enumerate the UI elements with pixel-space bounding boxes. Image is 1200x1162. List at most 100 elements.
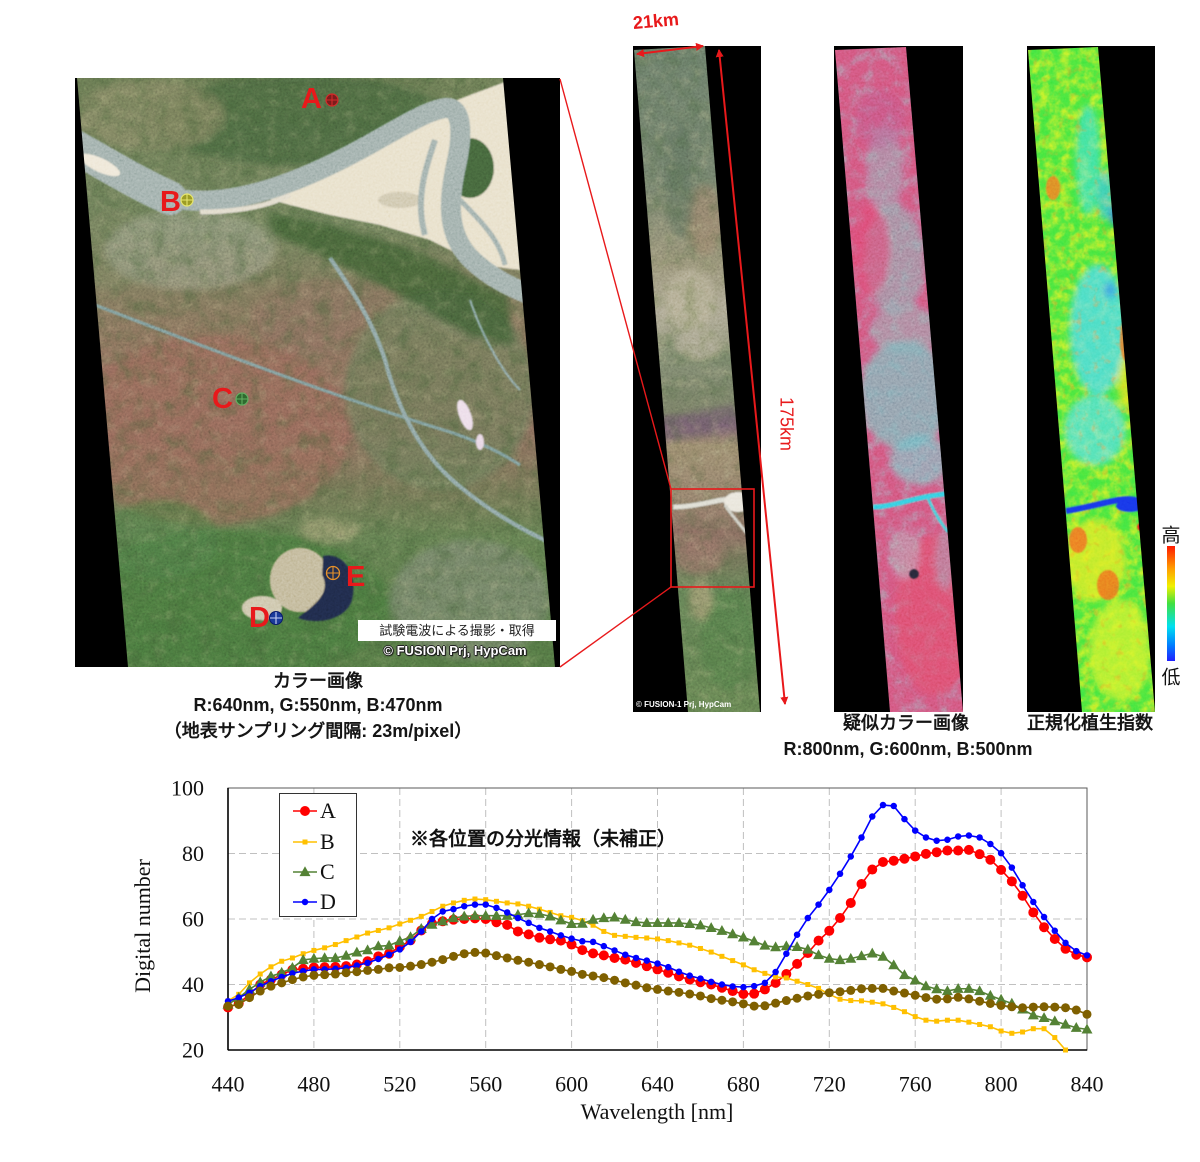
data-marker xyxy=(1063,1047,1069,1053)
data-marker xyxy=(879,801,887,809)
data-marker xyxy=(599,973,609,983)
data-marker xyxy=(922,834,930,841)
data-marker xyxy=(438,955,448,965)
data-marker xyxy=(223,1001,233,1011)
data-marker xyxy=(898,969,910,980)
data-marker xyxy=(1049,933,1060,944)
legend-item-b: B xyxy=(292,829,335,855)
data-marker xyxy=(383,939,395,950)
data-marker xyxy=(566,939,577,950)
data-marker xyxy=(941,985,953,996)
data-marker xyxy=(965,832,973,839)
data-marker xyxy=(932,994,942,1004)
data-marker xyxy=(675,968,683,975)
data-marker xyxy=(783,950,790,957)
data-marker xyxy=(351,946,363,957)
y-tick-label: 100 xyxy=(171,776,204,801)
point-marker-c xyxy=(235,392,249,406)
data-marker xyxy=(740,962,746,968)
data-marker xyxy=(836,870,844,878)
data-marker xyxy=(524,957,534,967)
data-marker xyxy=(641,961,652,972)
data-marker xyxy=(439,908,446,915)
data-marker xyxy=(610,975,620,985)
data-marker xyxy=(664,963,672,971)
data-marker xyxy=(760,1001,770,1011)
data-marker xyxy=(1049,1015,1061,1026)
data-marker xyxy=(975,996,985,1006)
data-marker xyxy=(665,938,671,944)
data-marker xyxy=(576,917,588,928)
tick-labels: 440 480 520 560 600 640 680 720 760 800 840 20 40 60 8… xyxy=(171,776,1104,1097)
data-marker xyxy=(427,957,437,967)
data-marker xyxy=(877,857,888,868)
data-marker xyxy=(1017,890,1028,901)
data-marker xyxy=(276,966,288,977)
data-marker xyxy=(643,957,651,964)
chart-annotation: ※各位置の分光情報（未補正） xyxy=(410,829,677,850)
data-marker xyxy=(1052,1035,1058,1041)
data-marker xyxy=(299,967,307,975)
data-marker xyxy=(632,954,640,962)
data-marker xyxy=(265,970,277,981)
data-marker xyxy=(966,1019,972,1025)
data-marker xyxy=(546,928,554,935)
crosshair-icon xyxy=(236,393,248,405)
data-marker xyxy=(1060,943,1071,954)
data-marker xyxy=(846,985,856,995)
strip-length-arrow xyxy=(715,49,789,705)
data-marker xyxy=(642,983,652,993)
data-marker xyxy=(708,949,714,955)
data-marker xyxy=(996,1000,1006,1010)
data-marker xyxy=(589,938,597,946)
data-marker xyxy=(544,910,556,921)
data-marker xyxy=(805,982,811,987)
data-marker xyxy=(770,977,781,988)
data-marker xyxy=(823,952,835,963)
ndvi-scale-high: 高 xyxy=(1161,525,1181,547)
data-marker xyxy=(526,903,532,909)
data-marker xyxy=(641,917,653,928)
data-marker xyxy=(1039,922,1050,933)
data-marker xyxy=(609,952,620,963)
data-marker xyxy=(493,898,499,904)
x-tick-label: 560 xyxy=(469,1072,502,1097)
data-marker xyxy=(762,970,768,976)
ndvi-scale-low: 低 xyxy=(1161,667,1181,689)
data-marker xyxy=(385,951,393,958)
y-tick-label: 80 xyxy=(182,841,204,866)
data-marker xyxy=(1038,1012,1050,1023)
data-marker xyxy=(748,935,760,946)
data-marker xyxy=(352,967,362,977)
data-marker xyxy=(772,968,779,976)
crosshair-icon xyxy=(181,194,193,206)
data-marker xyxy=(880,1001,886,1007)
data-marker xyxy=(791,941,803,951)
data-marker xyxy=(244,993,254,1003)
data-marker xyxy=(255,986,265,996)
data-marker xyxy=(963,844,974,855)
data-marker xyxy=(856,950,868,961)
data-marker xyxy=(869,999,875,1005)
data-marker xyxy=(1009,1030,1015,1036)
data-marker xyxy=(394,935,406,946)
data-marker xyxy=(663,967,674,978)
data-marker xyxy=(995,993,1007,1004)
data-marker xyxy=(310,966,318,973)
data-marker xyxy=(910,851,921,862)
data-marker xyxy=(996,864,1007,875)
data-marker xyxy=(942,994,952,1004)
data-marker xyxy=(824,988,834,998)
data-marker xyxy=(813,949,825,960)
data-marker xyxy=(396,946,404,953)
data-marker xyxy=(1040,913,1048,921)
data-marker xyxy=(490,909,502,920)
data-marker xyxy=(837,996,843,1002)
crosshair-icon xyxy=(326,566,340,580)
data-marker xyxy=(512,926,523,937)
data-marker xyxy=(631,980,641,990)
data-marker xyxy=(416,960,426,970)
data-marker xyxy=(372,940,384,951)
data-marker xyxy=(1051,927,1059,935)
data-marker xyxy=(770,941,782,952)
